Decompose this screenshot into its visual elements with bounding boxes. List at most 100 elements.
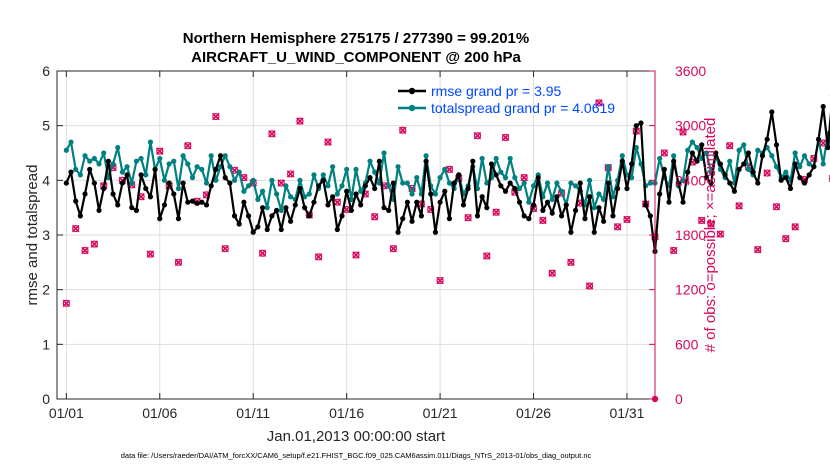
obs-count-point <box>333 198 342 206</box>
rmse-point <box>404 199 410 205</box>
obs-count-point <box>174 258 183 267</box>
rmse-point <box>605 180 611 186</box>
obs-count-point <box>314 253 323 261</box>
obs-possible-mark <box>436 276 444 285</box>
x-tick-label: 01/26 <box>516 405 551 421</box>
totalspread-point <box>241 188 247 194</box>
rmse-point <box>330 194 336 200</box>
rmse-point <box>96 207 102 213</box>
totalspread-point <box>432 191 439 197</box>
obs-possible-mark <box>389 245 397 253</box>
totalspread-point <box>479 155 485 162</box>
totalspread-point <box>334 191 340 197</box>
obs-possible-mark <box>707 220 715 228</box>
rmse-point <box>554 194 560 200</box>
obs-possible-mark <box>726 142 734 150</box>
totalspread-point <box>180 153 186 159</box>
totalspread-point <box>395 164 401 170</box>
rmse-point <box>521 213 527 219</box>
rmse-point <box>731 188 738 194</box>
obs-count-point <box>782 234 790 243</box>
obs-possible-mark <box>296 117 304 125</box>
rmse-point <box>586 194 593 200</box>
rmse-point <box>526 216 532 222</box>
rmse-point <box>241 199 247 205</box>
totalspread-point <box>404 180 410 186</box>
obs-possible-mark <box>427 205 435 214</box>
rmse-point <box>372 185 378 192</box>
rmse-point <box>601 218 607 224</box>
obs-count-point <box>492 208 500 216</box>
obs-count-point <box>62 299 71 308</box>
rmse-point <box>470 158 476 164</box>
rmse-point <box>283 205 289 211</box>
obs-count-point <box>212 112 220 121</box>
totalspread-point <box>157 155 163 162</box>
rmse-point <box>292 202 298 208</box>
rmse-point <box>194 200 200 206</box>
y-left-tick-label: 2 <box>42 282 50 298</box>
rmse-point <box>442 188 448 194</box>
rmse-point <box>741 161 747 167</box>
rmse-point <box>367 175 373 181</box>
rmse-point <box>325 202 331 208</box>
y-axis-label-right: # of obs: o=possible; ×=assimilated <box>702 118 719 353</box>
rmse-point <box>806 172 812 178</box>
rmse-point <box>820 103 826 110</box>
totalspread-point <box>414 175 420 181</box>
rmse-point <box>348 207 354 213</box>
obs-count-point <box>725 141 734 150</box>
obs-count-point <box>595 99 603 107</box>
obs-possible-mark <box>62 299 70 307</box>
totalspread-point <box>647 180 653 186</box>
obs-possible-mark <box>698 216 706 225</box>
obs-possible-mark <box>735 202 743 210</box>
totalspread-point <box>755 147 761 153</box>
totalspread-point <box>87 158 93 164</box>
obs-possible-mark <box>623 215 631 224</box>
rmse-point <box>792 161 798 167</box>
totalspread-point <box>680 177 686 183</box>
rmse-point <box>783 175 789 181</box>
rmse-point <box>133 207 140 213</box>
totalspread-point <box>119 169 126 175</box>
rmse-point <box>105 158 111 164</box>
rmse-point <box>815 136 822 142</box>
rmse-point <box>101 185 107 192</box>
rmse-point <box>306 213 312 219</box>
legend-spread-label: totalspread grand pr = 4.0619 <box>431 100 615 116</box>
obs-count-point <box>258 249 267 257</box>
x-tick-label: 01/21 <box>423 405 458 421</box>
series-layer <box>63 95 830 254</box>
totalspread-point <box>245 183 252 189</box>
rmse-point <box>110 191 116 197</box>
rmse-point <box>484 205 490 211</box>
rmse-point <box>227 180 233 186</box>
obs-count-point <box>660 149 669 157</box>
totalspread-point <box>601 196 607 203</box>
rmse-point <box>222 175 228 181</box>
totalspread-point <box>358 188 364 194</box>
totalspread-point <box>255 196 261 203</box>
x-axis-label: Jan.01,2013 00:00:00 start <box>267 428 446 445</box>
obs-possible-mark <box>212 112 220 121</box>
y-right-tick-label: 3000 <box>675 118 706 134</box>
totalspread-point <box>129 180 135 186</box>
rmse-point <box>143 185 149 192</box>
totalspread-point <box>745 166 752 172</box>
rmse-point <box>344 188 350 194</box>
rmse-point <box>376 158 382 164</box>
rmse-point <box>535 175 541 181</box>
rmse-point <box>119 180 126 186</box>
obs-possible-mark <box>277 179 285 187</box>
rmse-point <box>619 158 625 164</box>
obs-possible-mark <box>595 99 603 107</box>
obs-possible-mark <box>174 258 183 266</box>
rmse-point <box>549 210 555 216</box>
rmse-point <box>446 216 453 222</box>
obs-possible-mark <box>585 282 594 290</box>
obs-possible-mark <box>399 126 407 134</box>
obs-possible-mark <box>268 130 276 138</box>
rmse-point <box>488 161 495 167</box>
y-axis-label-left: rmse and totalspread <box>24 165 41 306</box>
